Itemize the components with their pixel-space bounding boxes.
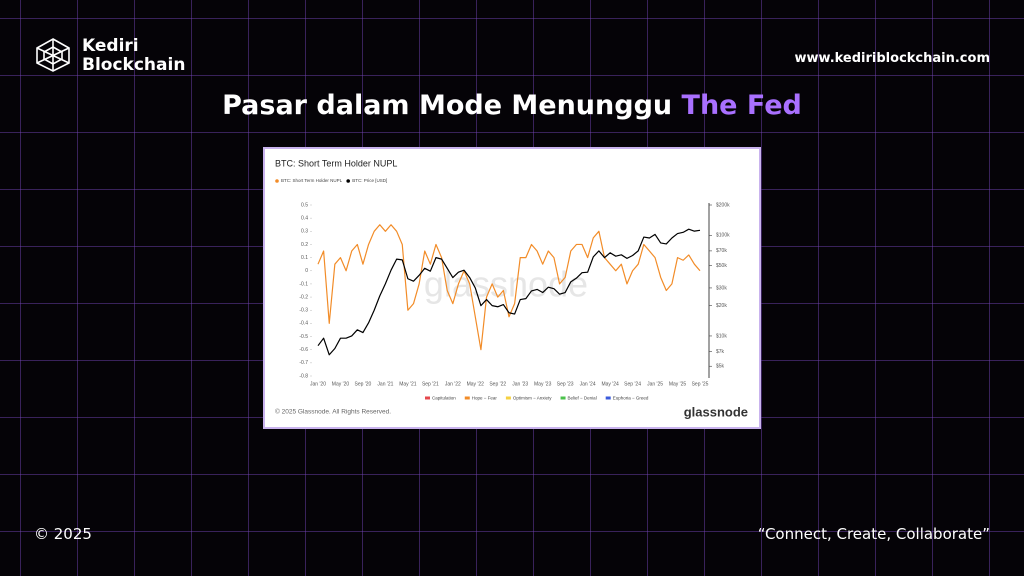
credit: © 2025 Glassnode. All Rights Reserved. (275, 408, 391, 416)
y-tick-label: -0.8 (299, 373, 308, 379)
y-tick-label: 0.4 (301, 215, 308, 221)
y2-tick-label: $30k (716, 285, 727, 291)
brand: Kediri Blockchain (82, 37, 185, 75)
x-tick-label: May '25 (669, 381, 687, 387)
x-tick-label: May '24 (601, 381, 619, 387)
x-tick-label: May '20 (332, 381, 350, 387)
brand-icon (36, 38, 70, 72)
y2-tick-label: $50k (716, 263, 727, 269)
legend-swatch (346, 179, 350, 183)
y-tick-label: 0.1 (301, 255, 308, 261)
y2-tick-label: $5k (716, 364, 725, 370)
y-tick-label: 0 (305, 268, 308, 274)
zone-swatch (425, 396, 430, 400)
x-tick-label: Jan '23 (512, 381, 528, 387)
legend-swatch (275, 179, 279, 183)
logo: glassnode (684, 404, 748, 419)
y-tick-label: 0.3 (301, 229, 308, 235)
series-line (317, 228, 701, 356)
brand-line: Kediri (82, 36, 139, 56)
headline-highlight: The Fed (681, 90, 802, 121)
y-tick-label: -0.6 (299, 347, 308, 353)
y2-tick-label: $100k (716, 233, 730, 239)
x-tick-label: Sep '24 (624, 381, 641, 387)
y2-tick-label: $70k (716, 248, 727, 254)
x-tick-label: Jan '21 (377, 381, 393, 387)
chart-card (263, 147, 761, 429)
y2-tick-label: $10k (716, 333, 727, 339)
y-tick-label: -0.4 (299, 321, 308, 327)
chart-title: BTC: Short Term Holder NUPL (275, 158, 397, 168)
y-tick-label: -0.5 (299, 334, 308, 340)
tagline: “Connect, Create, Collaborate” (757, 525, 990, 543)
x-tick-label: Jan '20 (310, 381, 326, 387)
x-tick-label: Sep '23 (557, 381, 574, 387)
y-tick-label: 0.2 (301, 242, 308, 248)
zone-label: Belief − Denial (568, 396, 597, 401)
zone-label: Optimism − Anxiety (513, 396, 552, 401)
x-tick-label: May '22 (467, 381, 485, 387)
x-tick-label: Jan '25 (647, 381, 663, 387)
x-tick-label: Sep '21 (422, 381, 439, 387)
x-tick-label: May '23 (534, 381, 552, 387)
y2-tick-label: $200k (716, 202, 730, 208)
x-tick-label: Jan '22 (445, 381, 461, 387)
y-tick-label: -0.7 (299, 360, 308, 366)
zone-label: Capitulation (432, 396, 456, 401)
headline-main: Pasar dalam Mode Menunggu (222, 90, 673, 121)
x-tick-label: May '21 (399, 381, 417, 387)
y2-tick-label: $7k (716, 349, 725, 355)
legend-label: BTC: Short Term Holder NUPL (281, 178, 343, 183)
brand-line: Blockchain (82, 55, 186, 75)
y-tick-label: -0.2 (299, 294, 308, 300)
y2-tick-label: $20k (716, 303, 727, 309)
website: www.kediriblockchain.com (794, 51, 991, 66)
watermark: glassnode (424, 264, 588, 305)
zone-swatch (605, 396, 611, 400)
zone-swatch (560, 396, 566, 400)
headline: Pasar dalam Mode Menunggu The Fed (0, 90, 1024, 121)
zone-label: Hope − Fear (472, 396, 498, 401)
y-tick-label: -0.1 (299, 281, 308, 287)
zone-swatch (505, 396, 511, 400)
x-tick-label: Jan '24 (580, 381, 596, 387)
y-tick-label: 0.5 (301, 202, 308, 208)
x-tick-label: Sep '25 (692, 381, 709, 387)
series-line (317, 224, 701, 351)
legend-label: BTC: Price [USD] (352, 178, 387, 183)
x-tick-label: Sep '20 (355, 381, 372, 387)
copyright: © 2025 (34, 525, 92, 543)
zone-swatch (464, 396, 470, 400)
y-tick-label: -0.3 (299, 308, 308, 314)
x-tick-label: Sep '22 (489, 381, 506, 387)
zone-label: Euphoria − Greed (613, 396, 649, 401)
